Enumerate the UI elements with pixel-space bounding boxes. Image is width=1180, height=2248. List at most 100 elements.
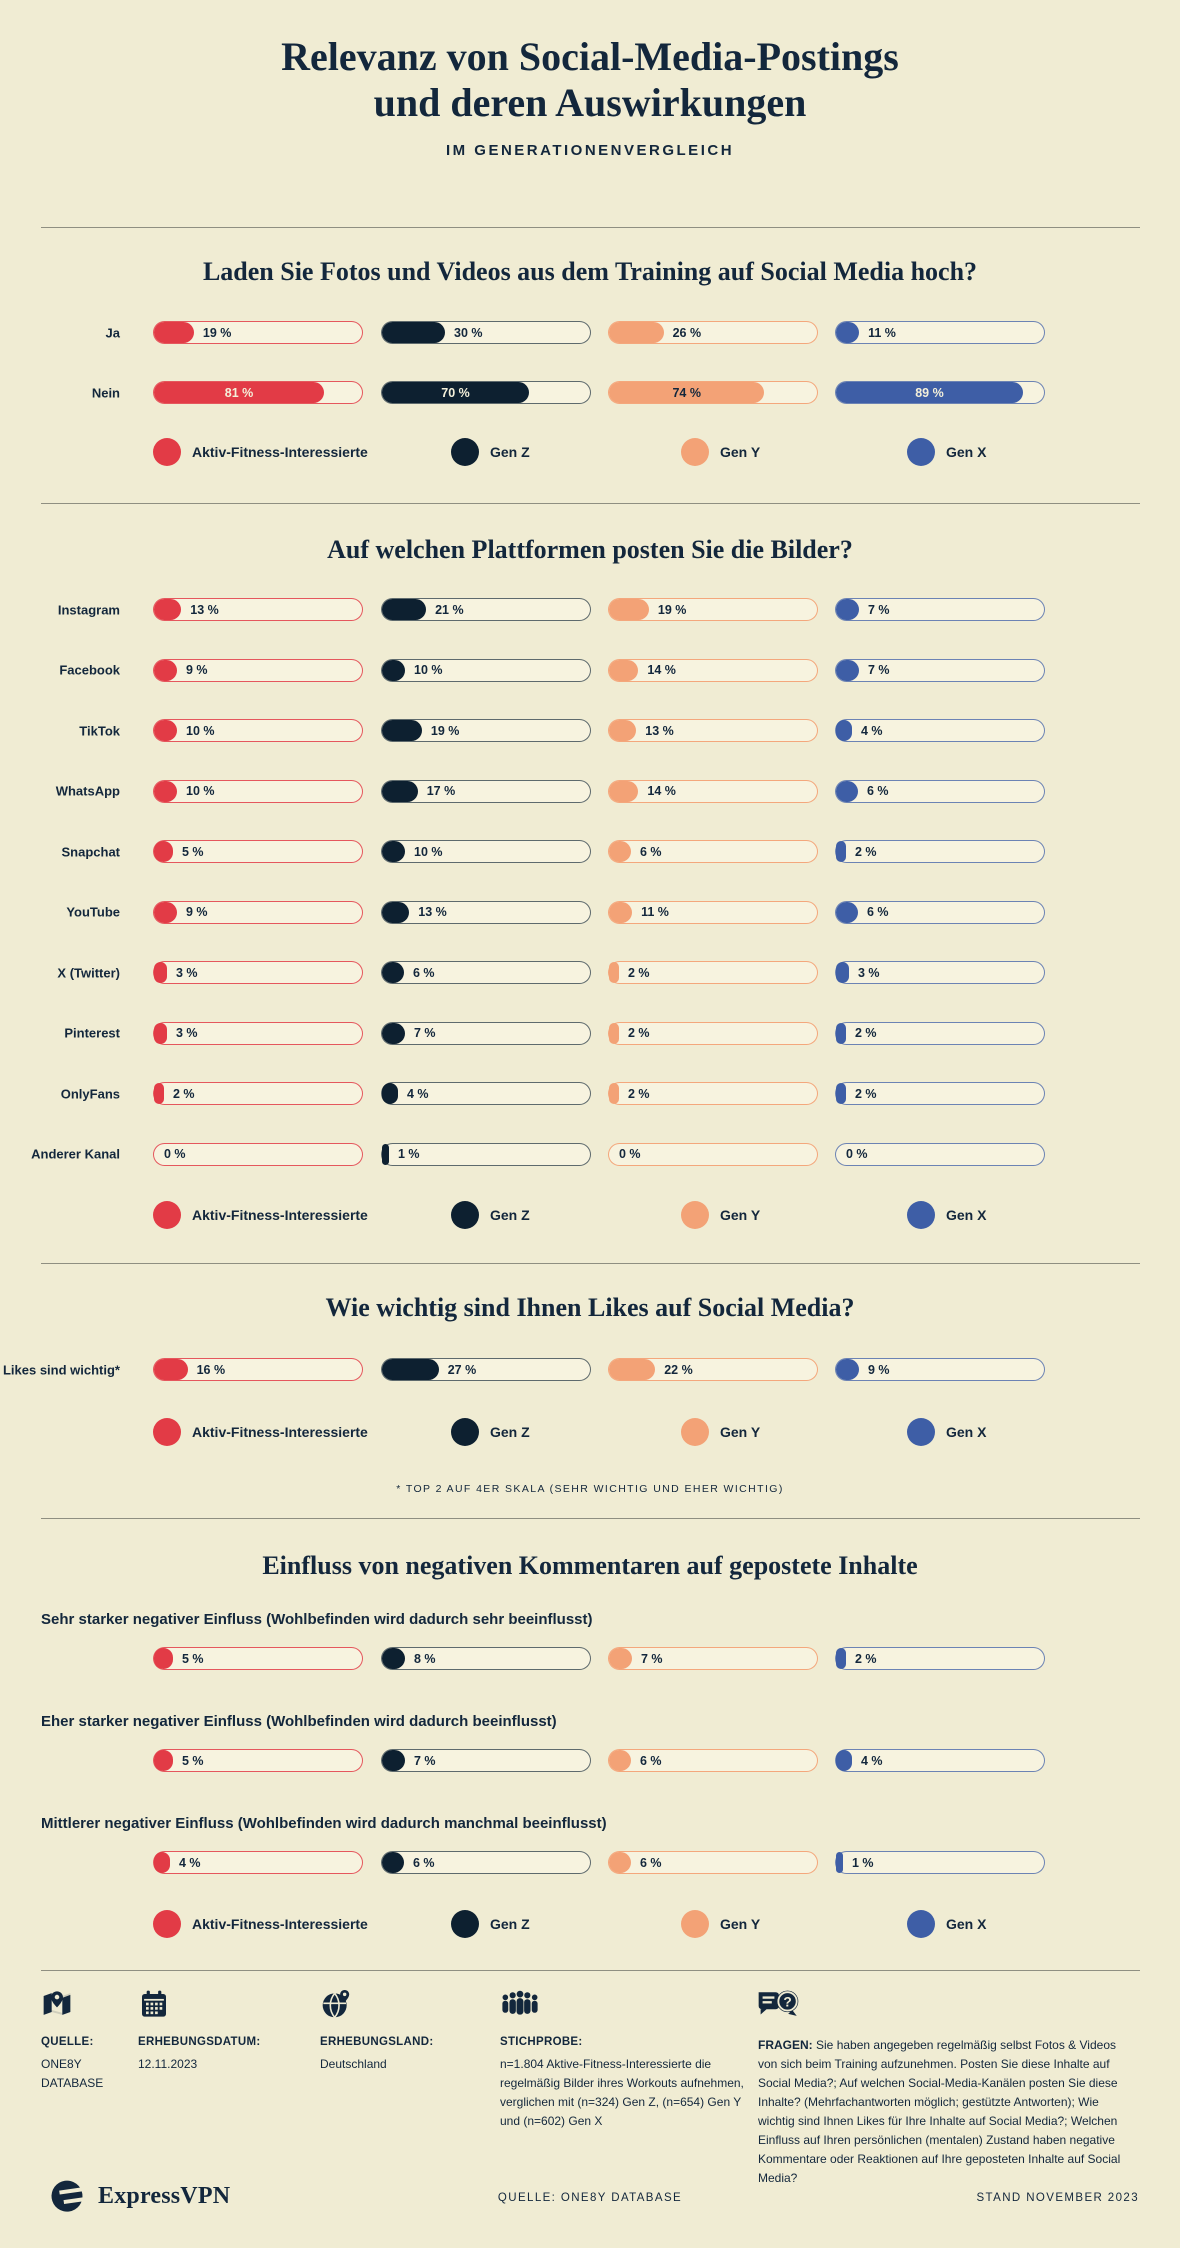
bar-value-label: 9 % (186, 905, 208, 919)
bar-value-label: 6 % (413, 965, 435, 980)
bar-track-orange: 26 % (608, 321, 818, 344)
bar-value-label: 10 % (186, 723, 215, 738)
map-pin-icon (43, 1991, 71, 2015)
influence-level-label: Mittlerer negativer Einfluss (Wohlbefind… (41, 1815, 607, 1832)
footer-label: QUELLE: (41, 2036, 94, 2048)
bar-value-label: 5 % (182, 844, 204, 859)
bar-track-blue: 9 % (835, 1358, 1045, 1381)
bar-value-label: 27 % (447, 1362, 477, 1377)
bar-value-label: 89 % (915, 385, 944, 400)
row-label: Anderer Kanal (31, 1146, 120, 1162)
bar-track-orange: 7 % (608, 1647, 818, 1670)
bar-fill (382, 962, 404, 983)
bar-track-red: 3 % (153, 1021, 363, 1045)
legend-item: Gen Z (451, 1200, 530, 1229)
chart-row: Nein 81 % 70 % 74 % 89 % (0, 381, 1180, 404)
bar-fill (609, 720, 637, 741)
bar-value-label: 3 % (176, 965, 198, 980)
row-label: Snapchat (61, 844, 120, 859)
bar-track-red: 10 % (153, 779, 363, 803)
influence-block: Eher starker negativer Einfluss (Wohlbef… (0, 1712, 1180, 1772)
legend-dot-red (153, 1910, 181, 1938)
bar-track-red: 5 % (153, 840, 363, 863)
legend-item: Aktiv-Fitness-Interessierte (153, 438, 368, 466)
legend-dot-navy (451, 1910, 479, 1938)
brand-name: ExpressVPN (98, 2182, 231, 2209)
bar-fill (382, 599, 427, 620)
chart-row: Ja 19 % 30 % 26 % 11 % (0, 321, 1180, 344)
bar-track-blue: 7 % (835, 658, 1045, 682)
bar-group: 5 % 7 % 6 % 4 % (153, 1749, 1180, 1772)
bar-group: 4 % 6 % 6 % 1 % (153, 1851, 1180, 1874)
bar-fill (609, 841, 631, 862)
bar-fill (836, 1359, 859, 1380)
bar-fill (609, 780, 639, 802)
legend-dot-navy (451, 1418, 479, 1446)
section-likes: Wie wichtig sind Ihnen Likes auf Social … (0, 1292, 1180, 1495)
legend-label: Gen Y (720, 1424, 761, 1440)
bar-track-red: 9 % (153, 658, 363, 682)
bar-track-blue: 3 % (835, 961, 1045, 984)
bar-value-label: 2 % (173, 1086, 195, 1101)
bar-track-blue: 0 % (835, 1142, 1045, 1166)
bar-fill (609, 322, 664, 343)
footer-label: ERHEBUNGSDATUM: (138, 2036, 261, 2048)
footer-value: Deutschland (320, 2057, 387, 2071)
bar-value-label: 70 % (441, 385, 470, 400)
bar-fill (609, 901, 633, 923)
bar-track-red: 5 % (153, 1647, 363, 1670)
legend-dot-blue (907, 1200, 935, 1229)
bar-value-label: 0 % (846, 1147, 868, 1161)
chart-row: Anderer Kanal 0 % 1 % 0 % 0 % (0, 1142, 1180, 1166)
bar-track-blue: 6 % (835, 900, 1045, 924)
bar-track-navy: 27 % (381, 1358, 591, 1381)
page-subtitle: IM GENERATIONENVERGLEICH (445, 142, 735, 159)
legend-label: Gen Z (490, 1424, 530, 1440)
bar-track-red: 10 % (153, 719, 363, 742)
bar-fill (836, 1083, 846, 1104)
bar-value-label: 2 % (855, 1086, 877, 1101)
bar-fill (836, 1852, 843, 1873)
legend-item: Gen Y (681, 1910, 760, 1938)
title-block: Relevanz von Social-Media-Postings und d… (0, 34, 1180, 159)
bar-value-label: 10 % (414, 663, 443, 677)
legend-label: Aktiv-Fitness-Interessierte (192, 1206, 368, 1223)
bar-group: 3 % 7 % 2 % 2 % (153, 1021, 1180, 1045)
bar-track-navy: 21 % (381, 598, 591, 621)
bar-track-blue: 1 % (835, 1851, 1045, 1874)
bar-value-label: 22 % (664, 1362, 693, 1377)
bar-value-label: 9 % (868, 1362, 890, 1377)
bar-track-blue: 2 % (835, 1021, 1045, 1045)
bar-track-blue: 2 % (835, 840, 1045, 863)
bar-value-label: 19 % (430, 723, 460, 738)
bar-group: 9 % 13 % 11 % 6 % (153, 900, 1180, 924)
legend-label: Gen Z (490, 444, 530, 460)
bar-fill (836, 1648, 846, 1669)
footer-label: FRAGEN: (758, 2038, 813, 2052)
bar-value-label: 2 % (628, 1086, 650, 1101)
page-title-line2: und deren Auswirkungen (373, 80, 807, 125)
legend-item: Aktiv-Fitness-Interessierte (153, 1910, 368, 1938)
bar-value-label: 6 % (413, 1855, 435, 1870)
legend-label: Aktiv-Fitness-Interessierte (192, 444, 368, 460)
legend-dot-orange (681, 1200, 709, 1229)
bar-fill (609, 962, 619, 983)
bar-track-navy: 4 % (381, 1082, 591, 1105)
row-label: YouTube (66, 904, 120, 920)
row-label: Nein (91, 385, 120, 400)
bar-group: 16 % 27 % 22 % 9 % (153, 1358, 1180, 1381)
legend-dot-orange (681, 1910, 709, 1938)
bar-track-navy: 7 % (381, 1749, 591, 1772)
section-divider (41, 227, 1140, 228)
bar-track-blue: 2 % (835, 1647, 1045, 1670)
people-icon (502, 1990, 538, 2015)
footer-col-stichprobe: STICHPROBE: n=1.804 Aktive-Fitness-Inter… (500, 1988, 745, 2131)
bar-track-navy: 8 % (381, 1647, 591, 1670)
legend-item: Gen Z (451, 438, 530, 466)
bar-track-orange: 13 % (608, 719, 818, 742)
bar-track-red: 13 % (153, 598, 363, 621)
bar-track-orange: 19 % (608, 598, 818, 621)
bar-value-label: 19 % (202, 325, 232, 340)
chart-row: Facebook 9 % 10 % 14 % 7 % (0, 658, 1180, 682)
chart-rows: Instagram 13 % 21 % 19 % 7 % Facebook 9 % 10 % 1… (0, 598, 1180, 1166)
